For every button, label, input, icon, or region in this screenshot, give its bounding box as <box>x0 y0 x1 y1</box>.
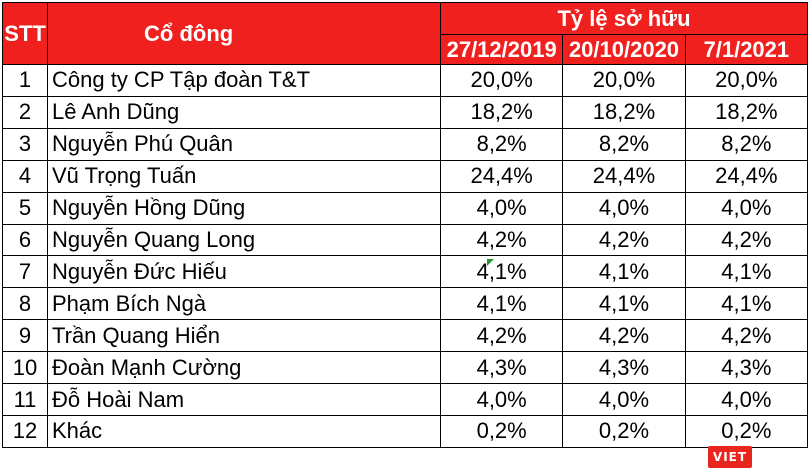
row-shareholder-name: Trần Quang Hiển <box>47 319 441 353</box>
row-ownership-value: 24,4% <box>439 159 564 193</box>
row-stt: 1 <box>2 64 48 97</box>
row-stt: 4 <box>2 159 48 193</box>
row-ownership-value: 24,4% <box>684 159 809 193</box>
row-ownership-value: 4,2% <box>562 319 686 353</box>
row-shareholder-name: Đoàn Mạnh Cường <box>47 351 441 385</box>
row-ownership-value: 4,2% <box>439 319 564 353</box>
row-shareholder-name: Đỗ Hoài Nam <box>47 383 441 416</box>
row-stt: 2 <box>2 95 48 129</box>
row-ownership-value: 4,2% <box>562 223 686 257</box>
row-stt: 9 <box>2 319 48 353</box>
row-ownership-value: 4,0% <box>684 383 809 416</box>
header-date-1: 27/12/2019 <box>439 34 564 65</box>
row-ownership-value: 4,0% <box>684 191 809 225</box>
row-ownership-value: 8,2% <box>439 127 564 161</box>
table-row: 3 Nguyễn Phú Quân 8,2% 8,2% 8,2% <box>2 127 809 161</box>
table-row: 9 Trần Quang Hiển 4,2% 4,2% 4,2% <box>2 319 809 353</box>
row-shareholder-name: Nguyễn Đức Hiếu <box>47 255 441 289</box>
table-row: 1 Công ty CP Tập đoàn T&T 20,0% 20,0% 20,0% <box>2 64 809 97</box>
header-shareholder: Cổ đông <box>47 2 441 65</box>
ownership-table: STT Cổ đông Tỷ lệ sở hữu 27/12/2019 20/1… <box>2 2 809 449</box>
row-ownership-value: 4,1% <box>439 287 564 321</box>
row-ownership-value: 4,3% <box>684 351 809 385</box>
row-ownership-value: 4,0% <box>439 191 564 225</box>
table-row: 6 Nguyễn Quang Long 4,2% 4,2% 4,2% <box>2 223 809 257</box>
table-row: 11 Đỗ Hoài Nam 4,0% 4,0% 4,0% <box>2 383 809 416</box>
row-ownership-value: 20,0% <box>684 64 809 97</box>
header-date-2: 20/10/2020 <box>562 34 686 65</box>
row-shareholder-name: Lê Anh Dũng <box>47 95 441 129</box>
row-ownership-value: 4,1% <box>562 255 686 289</box>
table-row: 8 Phạm Bích Ngà 4,1% 4,1% 4,1% <box>2 287 809 321</box>
row-ownership-value: 4,3% <box>439 351 564 385</box>
table-body: 1 Công ty CP Tập đoàn T&T 20,0% 20,0% 20,0% 2… <box>2 64 809 449</box>
row-ownership-value: 4,1% <box>684 287 809 321</box>
comment-marker-icon <box>487 259 494 266</box>
vietnamnet-logo: VIET <box>708 446 752 468</box>
table-row: 2 Lê Anh Dũng 18,2% 18,2% 18,2% <box>2 95 809 129</box>
table-row: 12 Khác 0,2% 0,2% 0,2% <box>2 414 809 449</box>
row-shareholder-name: Nguyễn Hồng Dũng <box>47 191 441 225</box>
row-shareholder-name: Công ty CP Tập đoàn T&T <box>47 64 441 97</box>
row-shareholder-name: Vũ Trọng Tuấn <box>47 159 441 193</box>
header-date-3: 7/1/2021 <box>684 34 809 65</box>
row-ownership-value: 4,1% <box>562 287 686 321</box>
row-stt: 6 <box>2 223 48 257</box>
row-shareholder-name: Phạm Bích Ngà <box>47 287 441 321</box>
table-row: 5 Nguyễn Hồng Dũng 4,0% 4,0% 4,0% <box>2 191 809 225</box>
table-row: 4 Vũ Trọng Tuấn 24,4% 24,4% 24,4% <box>2 159 809 193</box>
row-ownership-value: 4,2% <box>439 223 564 257</box>
row-shareholder-name: Nguyễn Phú Quân <box>47 127 441 161</box>
row-ownership-value: 0,2% <box>439 414 564 449</box>
row-ownership-value: 4,3% <box>562 351 686 385</box>
row-ownership-value: 8,2% <box>562 127 686 161</box>
row-ownership-value: 4,0% <box>562 191 686 225</box>
row-stt: 7 <box>2 255 48 289</box>
row-stt: 8 <box>2 287 48 321</box>
row-stt: 11 <box>2 383 48 416</box>
row-shareholder-name: Khác <box>47 414 441 449</box>
row-ownership-value: 18,2% <box>439 95 564 129</box>
row-ownership-value: 20,0% <box>439 64 564 97</box>
row-ownership-value: 24,4% <box>562 159 686 193</box>
header-ownership: Tỷ lệ sở hữu <box>440 2 808 35</box>
row-ownership-value: 4,1% <box>684 255 809 289</box>
row-ownership-value: 8,2% <box>684 127 809 161</box>
row-ownership-value: 0,2% <box>684 414 809 449</box>
row-ownership-value: 20,0% <box>562 64 686 97</box>
table-row: 10 Đoàn Mạnh Cường 4,3% 4,3% 4,3% <box>2 351 809 385</box>
row-shareholder-name: Nguyễn Quang Long <box>47 223 441 257</box>
row-ownership-value: 18,2% <box>562 95 686 129</box>
row-ownership-value: 4,2% <box>684 319 809 353</box>
table-row: 7 Nguyễn Đức Hiếu 4,1% 4,1% 4,1% <box>2 255 809 289</box>
row-ownership-value: 4,2% <box>684 223 809 257</box>
row-ownership-value: 0,2% <box>562 414 686 449</box>
row-stt: 12 <box>2 414 48 449</box>
row-ownership-value: 4,0% <box>562 383 686 416</box>
row-stt: 5 <box>2 191 48 225</box>
row-stt: 10 <box>2 351 48 385</box>
row-ownership-value: 4,0% <box>439 383 564 416</box>
header-stt: STT <box>2 2 48 65</box>
row-stt: 3 <box>2 127 48 161</box>
row-ownership-value: 4,1% <box>439 255 564 289</box>
row-ownership-value: 18,2% <box>684 95 809 129</box>
